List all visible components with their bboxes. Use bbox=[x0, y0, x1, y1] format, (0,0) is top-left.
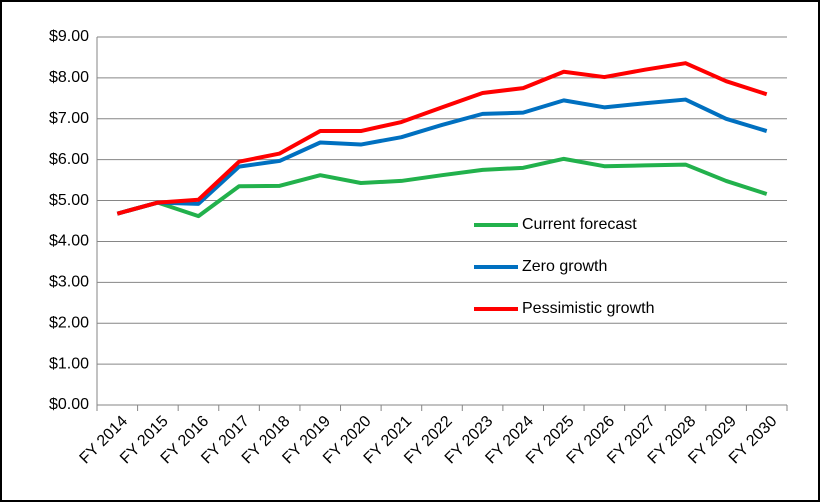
series-line bbox=[116, 156, 768, 219]
y-tick-label: $8.00 bbox=[49, 69, 89, 86]
y-tick-label: $1.00 bbox=[49, 355, 89, 372]
y-tick-label: $3.00 bbox=[49, 274, 89, 291]
y-tick-label: $2.00 bbox=[49, 314, 89, 331]
y-tick-label: $9.00 bbox=[49, 28, 89, 45]
y-tick-label: $7.00 bbox=[49, 110, 89, 127]
series-line bbox=[116, 97, 768, 216]
y-tick-label: $6.00 bbox=[49, 151, 89, 168]
y-tick-label: $5.00 bbox=[49, 192, 89, 209]
legend-label: Zero growth bbox=[522, 258, 607, 275]
series-line bbox=[116, 61, 768, 216]
y-tick-label: $4.00 bbox=[49, 233, 89, 250]
legend-label: Pessimistic growth bbox=[522, 300, 654, 317]
y-tick-label: $0.00 bbox=[49, 396, 89, 413]
legend-label: Current forecast bbox=[522, 216, 637, 233]
